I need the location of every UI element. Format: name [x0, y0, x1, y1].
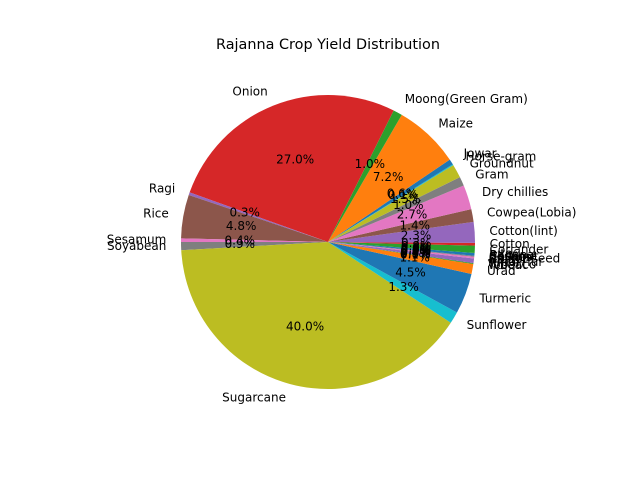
slice-percent-urad: 1.1% — [399, 251, 430, 265]
slice-percent-turmeric: 4.5% — [395, 266, 426, 280]
slice-percent-coriander: 0.8% — [401, 239, 432, 253]
pie-slice-arhar-tur — [328, 242, 475, 264]
slice-label-coriander: Coriander — [489, 243, 548, 257]
slice-label-groundnut: Groundnut — [470, 156, 534, 170]
slice-label-wheat: Wheat — [488, 258, 527, 272]
pie-slice-cotton-lint — [328, 221, 476, 243]
slice-label-moong-green-gram: Moong(Green Gram) — [405, 92, 528, 106]
slice-percent-castor-seed: 0.2% — [400, 244, 431, 258]
slice-percent-soyabean: 0.9% — [225, 237, 256, 251]
slice-label-turmeric: Turmeric — [478, 291, 531, 305]
slice-percent-sunflower: 1.3% — [388, 280, 419, 294]
slice-label-arhar-tur: Arhar/Tur — [488, 255, 543, 269]
slice-label-urad: Urad — [487, 264, 516, 278]
slice-percent-dry-chillies: 2.7% — [397, 208, 428, 222]
pie-labels: Soyabean Sugarcane Sunflower Turmeric UradWh… — [107, 84, 577, 404]
pie-percent-labels: 0.9%40.0%1.3%4.5%1.1%0.1%0.0%0.5%0.0%0.2… — [225, 153, 432, 334]
slice-percent-banana: 0.3% — [401, 242, 432, 256]
slice-label-coconut: Coconut — [489, 250, 539, 264]
pie-slice-rice — [181, 195, 328, 242]
slice-label-ragi: Ragi — [149, 181, 175, 195]
slice-percent-horse-gram: 0.1% — [388, 188, 419, 202]
slice-label-sunflower: Sunflower — [467, 318, 527, 332]
slice-label-rice: Rice — [143, 206, 169, 220]
slice-label-gram: Gram — [475, 168, 508, 182]
slice-percent-gram: 1.0% — [393, 198, 424, 212]
slice-label-sugarcane: Sugarcane — [222, 391, 286, 405]
slice-label-sesame: Sesame — [489, 250, 537, 264]
slice-label-jute: Jute — [488, 247, 512, 261]
slice-label-cotton: Cotton — [490, 237, 530, 251]
pie-slices — [181, 95, 476, 389]
slice-label-cowpea-lobia: Cowpea(Lobia) — [487, 205, 576, 219]
slice-percent-moong-green-gram: 1.0% — [355, 157, 386, 171]
slice-label-dry-chillies: Dry chillies — [482, 185, 548, 199]
slice-label-sesamum: Sesamum — [107, 232, 167, 246]
slice-label-tobacco: Tobacco — [487, 258, 536, 272]
pie-slice-horse-gram — [328, 164, 454, 242]
slice-label-bajra: Bajra — [489, 253, 520, 267]
pie-slice-gram — [328, 177, 464, 242]
slice-percent-arhar-tur: 0.5% — [400, 246, 431, 260]
pie-slice-sugarcane — [181, 242, 451, 389]
pie-slice-onion — [189, 95, 394, 242]
pie-slice-castor-seed — [328, 242, 475, 259]
pie-slice-ragi — [188, 192, 328, 242]
chart-title: Rajanna Crop Yield Distribution — [216, 37, 440, 53]
pie-slice-jowar — [328, 159, 453, 242]
pie-slice-coriander — [328, 242, 475, 254]
slice-percent-groundnut: 1.5% — [390, 192, 421, 206]
slice-label-horse-gram: Horse-gram — [466, 149, 537, 163]
slice-label-onion: Onion — [232, 84, 267, 98]
slice-percent-cotton-lint: 2.3% — [401, 229, 432, 243]
slice-label-castor-seed: Castor seed — [489, 252, 560, 266]
slice-percent-sesamum: 0.4% — [225, 233, 256, 247]
slice-percent-rice: 4.8% — [226, 219, 257, 233]
pie-slice-soyabean — [181, 242, 328, 251]
pie-slice-cowpea-lobia — [328, 209, 474, 242]
slice-label-chillies: Chillies — [489, 250, 532, 264]
slice-percent-wheat: 0.1% — [400, 247, 431, 261]
slice-percent-cotton: 0.3% — [401, 236, 432, 250]
pie-slice-sunflower — [328, 242, 457, 323]
slice-percent-jowar: 0.6% — [387, 186, 418, 200]
pie-slice-moong-green-gram — [328, 110, 402, 243]
slice-percent-coconut: 0.0% — [401, 243, 432, 257]
pie-slice-groundnut — [328, 165, 460, 242]
pie-slice-sesamum — [181, 238, 328, 242]
slice-label-banana: Banana — [489, 248, 535, 262]
slice-label-soyabean: Soyabean — [107, 239, 166, 253]
pie-slice-banana — [328, 242, 475, 256]
slice-percent-bajra: 0.0% — [400, 244, 431, 258]
slice-percent-cowpea-lobia: 1.4% — [400, 219, 431, 233]
pie-slice-turmeric — [328, 242, 472, 313]
slice-percent-ragi: 0.3% — [229, 206, 260, 220]
pie-slice-wheat — [328, 242, 474, 264]
slice-label-cotton-lint: Cotton(lint) — [489, 224, 557, 238]
slice-percent-jute: 0.0% — [401, 241, 432, 255]
pie-slice-chillies — [328, 242, 475, 257]
slice-label-maize: Maize — [438, 116, 473, 130]
slice-percent-sesame: 0.0% — [401, 243, 432, 257]
pie-slice-urad — [328, 242, 474, 274]
pie-slice-dry-chillies — [328, 185, 472, 242]
slice-percent-chillies: 0.1% — [401, 243, 432, 257]
pie-slice-maize — [328, 114, 450, 242]
slice-label-jowar: Jowar — [463, 146, 497, 160]
slice-percent-tobacco: 0.0% — [400, 247, 431, 261]
slice-percent-onion: 27.0% — [276, 153, 314, 167]
slice-percent-maize: 7.2% — [373, 170, 404, 184]
pie-slice-cotton — [328, 242, 475, 246]
slice-percent-sugarcane: 40.0% — [286, 320, 324, 334]
